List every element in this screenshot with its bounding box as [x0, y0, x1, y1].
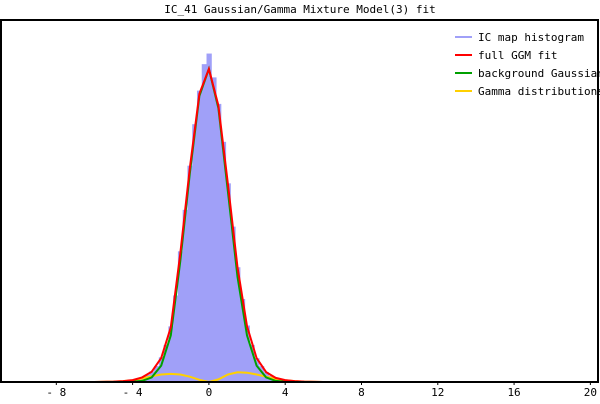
x-tick-label: 4 — [282, 386, 289, 399]
histogram-bar — [211, 77, 216, 382]
series-line — [1, 69, 598, 382]
legend-label: Gamma distributions — [478, 85, 600, 98]
x-tick-label: - 4 — [123, 386, 143, 399]
x-tick-label: - 8 — [46, 386, 66, 399]
histogram-bar — [187, 166, 192, 382]
legend-label: IC map histogram — [478, 31, 584, 44]
histogram-bar — [207, 54, 212, 382]
x-tick-label: 20 — [584, 386, 597, 399]
x-tick-label: 12 — [431, 386, 444, 399]
x-tick-label: 8 — [358, 386, 365, 399]
histogram-bar — [221, 142, 226, 382]
legend-label: full GGM fit — [478, 49, 557, 62]
legend: IC map histogram full GGM fit background G… — [455, 31, 600, 98]
x-axis: - 8 - 4 0 4 8 12 16 20 — [46, 382, 597, 399]
series-lines — [1, 69, 598, 382]
histogram-bar — [197, 91, 202, 382]
histogram — [111, 54, 307, 382]
x-tick-label: 0 — [206, 386, 213, 399]
chart-title: IC_41 Gaussian/Gamma Mixture Model(3) fi… — [164, 3, 436, 16]
legend-label: background Gaussian — [478, 67, 600, 80]
x-tick-label: 16 — [507, 386, 520, 399]
histogram-bar — [192, 124, 197, 382]
histogram-bar — [216, 104, 221, 382]
series-line — [1, 69, 598, 382]
histogram-bar — [202, 64, 207, 382]
